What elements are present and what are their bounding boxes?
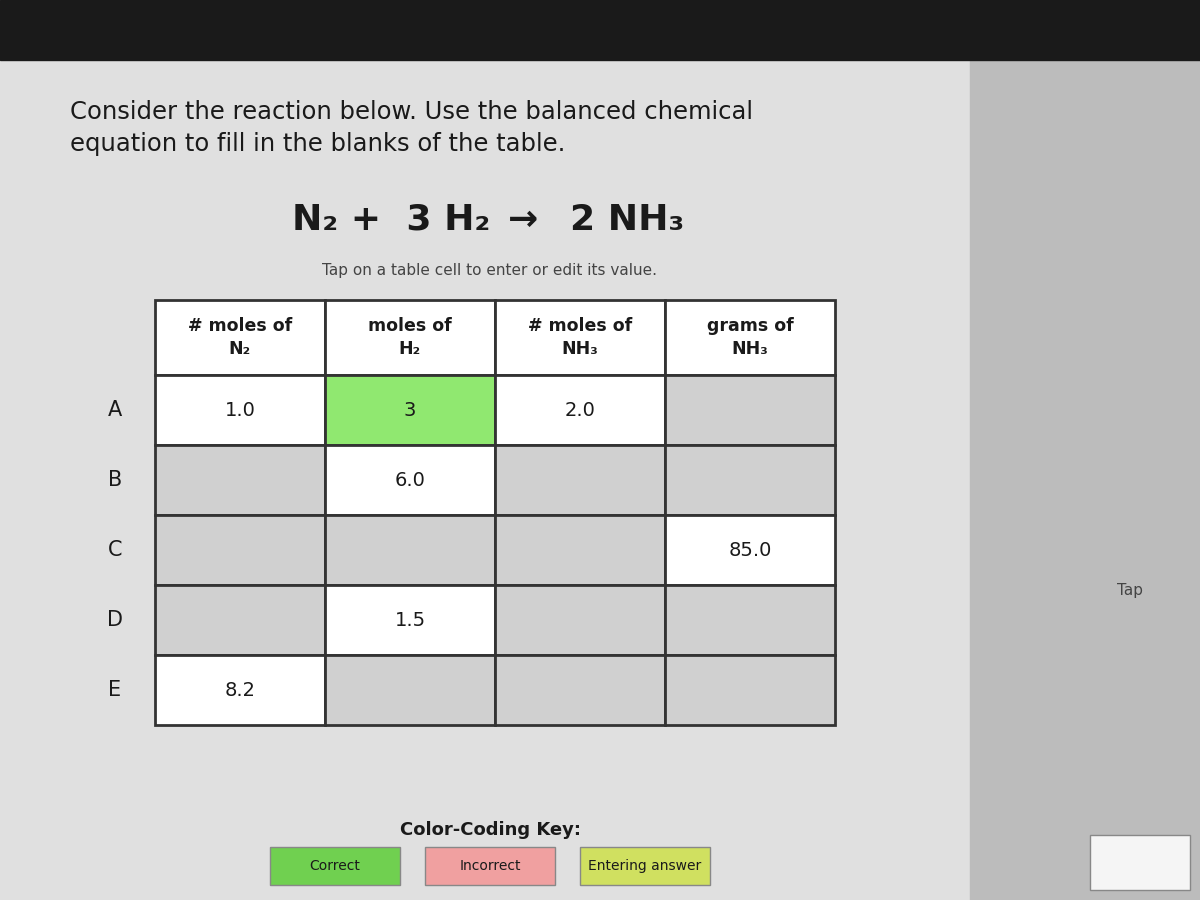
Bar — [155, 375, 325, 445]
Bar — [325, 300, 496, 375]
Bar — [155, 655, 325, 725]
Bar — [325, 515, 496, 585]
Bar — [665, 375, 835, 445]
Bar — [155, 445, 325, 515]
Text: E: E — [108, 680, 121, 700]
Text: 85.0: 85.0 — [728, 541, 772, 560]
Bar — [496, 655, 665, 725]
Text: A: A — [108, 400, 122, 420]
Text: 3: 3 — [404, 400, 416, 419]
Text: Correct: Correct — [310, 859, 360, 873]
Text: grams of
NH₃: grams of NH₃ — [707, 317, 793, 358]
Text: D: D — [107, 610, 124, 630]
Text: 8.2: 8.2 — [224, 680, 256, 699]
Bar — [580, 847, 710, 885]
Text: 2.0: 2.0 — [564, 400, 595, 419]
Bar — [665, 515, 835, 585]
Bar — [155, 300, 325, 375]
Bar — [970, 60, 1200, 900]
Bar — [325, 655, 496, 725]
Text: Consider the reaction below. Use the balanced chemical: Consider the reaction below. Use the bal… — [70, 100, 754, 124]
Bar — [155, 515, 325, 585]
Text: B: B — [108, 470, 122, 490]
Text: Entering answer: Entering answer — [588, 859, 702, 873]
Bar — [496, 515, 665, 585]
Text: Incorrect: Incorrect — [460, 859, 521, 873]
Text: # moles of
N₂: # moles of N₂ — [188, 317, 292, 358]
Text: N₂ +  3 H₂: N₂ + 3 H₂ — [292, 203, 490, 237]
Bar — [270, 847, 400, 885]
Bar — [665, 300, 835, 375]
Bar — [665, 585, 835, 655]
Bar — [155, 585, 325, 655]
Text: →: → — [508, 203, 539, 237]
Text: Color-Coding Key:: Color-Coding Key: — [400, 821, 581, 839]
Text: equation to fill in the blanks of the table.: equation to fill in the blanks of the ta… — [70, 132, 565, 156]
Bar — [496, 300, 665, 375]
Text: 1.0: 1.0 — [224, 400, 256, 419]
Bar — [0, 60, 970, 900]
Text: 6.0: 6.0 — [395, 471, 426, 490]
Bar — [425, 847, 554, 885]
Bar — [325, 445, 496, 515]
Bar — [1090, 835, 1190, 890]
Text: 1.5: 1.5 — [395, 610, 426, 629]
Bar — [0, 0, 1200, 60]
Bar — [496, 375, 665, 445]
Bar — [496, 585, 665, 655]
Text: moles of
H₂: moles of H₂ — [368, 317, 452, 358]
Text: Tap: Tap — [1117, 582, 1142, 598]
Bar — [665, 655, 835, 725]
Bar — [665, 445, 835, 515]
Text: C: C — [108, 540, 122, 560]
Text: # moles of
NH₃: # moles of NH₃ — [528, 317, 632, 358]
Bar — [496, 445, 665, 515]
Bar — [325, 585, 496, 655]
Text: Tap on a table cell to enter or edit its value.: Tap on a table cell to enter or edit its… — [323, 263, 658, 277]
Text: 2 NH₃: 2 NH₃ — [570, 203, 684, 237]
Bar — [325, 375, 496, 445]
